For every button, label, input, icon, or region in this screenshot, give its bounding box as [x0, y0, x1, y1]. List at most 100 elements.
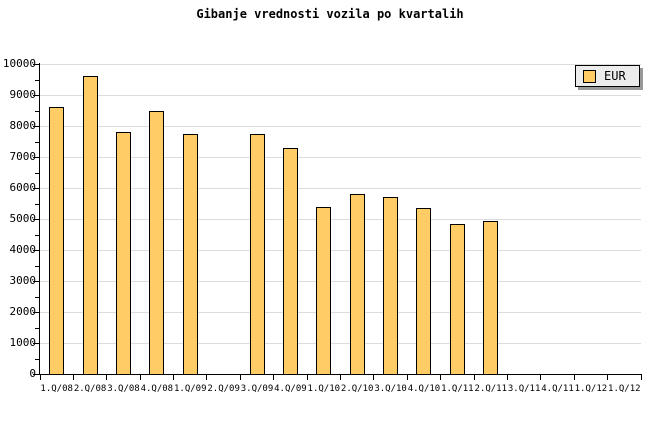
y-axis-label-9000: 9000 [9, 88, 37, 101]
x-tick-4 [173, 375, 175, 380]
gridline-10000 [40, 64, 641, 65]
y-minor-tick-1500 [35, 327, 39, 329]
bar-2.Q/08 [82, 76, 98, 374]
x-axis-line [39, 374, 642, 375]
gridline-7000 [40, 157, 641, 158]
y-axis-label-4000: 4000 [9, 243, 37, 256]
x-tick-18 [640, 375, 642, 380]
y-major-tick-10000 [33, 64, 39, 65]
gridline-8000 [40, 126, 641, 127]
y-axis-label-2000: 2000 [9, 305, 37, 318]
y-major-tick-9000 [33, 95, 39, 96]
y-major-tick-6000 [33, 188, 39, 189]
x-tick-5 [206, 375, 208, 380]
y-axis-label-10000: 10000 [2, 57, 36, 70]
y-axis-label-8000: 8000 [9, 119, 37, 132]
x-tick-7 [273, 375, 275, 380]
gridline-1000 [40, 343, 641, 344]
x-tick-17 [607, 375, 609, 380]
bar-2.Q/11 [483, 220, 499, 374]
gridline-2000 [40, 312, 641, 313]
y-major-tick-3000 [33, 281, 39, 282]
bar-4.Q/08 [149, 110, 165, 374]
bar-3.Q/09 [249, 133, 265, 374]
y-axis-label-0: 0 [29, 367, 36, 380]
y-minor-tick-8500 [35, 110, 39, 112]
x-axis-label-12: 1.Q/11 [441, 384, 474, 394]
y-minor-tick-2500 [35, 296, 39, 298]
y-major-tick-2000 [33, 312, 39, 313]
bar-1.Q/08 [49, 107, 65, 374]
bar-2.Q/10 [349, 194, 365, 374]
x-axis-label-8: 1.Q/10 [307, 384, 341, 394]
gridline-5000 [40, 219, 641, 220]
x-axis-label-7: 4.Q/09 [274, 384, 307, 394]
y-minor-tick-7500 [35, 141, 39, 143]
x-tick-3 [139, 375, 141, 380]
gridline-6000 [40, 188, 641, 189]
y-minor-tick-9500 [35, 79, 39, 81]
bar-4.Q/09 [282, 147, 298, 374]
y-axis-line [39, 63, 40, 375]
plot-area [40, 64, 641, 374]
x-axis-label-6: 3.Q/09 [240, 384, 274, 394]
y-major-tick-0 [33, 374, 39, 375]
x-axis-label-13: 2.Q/11 [474, 384, 507, 394]
x-axis-label-2: 3.Q/08 [107, 384, 140, 394]
x-axis-label-4: 1.Q/09 [173, 384, 207, 394]
x-tick-0 [39, 375, 41, 380]
x-axis-label-17: 1.Q/12 [608, 384, 641, 394]
bar-4.Q/10 [416, 208, 432, 374]
y-minor-tick-6500 [35, 172, 39, 174]
gridline-3000 [40, 281, 641, 282]
x-tick-11 [406, 375, 408, 380]
x-tick-2 [106, 375, 108, 380]
x-tick-13 [473, 375, 475, 380]
x-axis-label-9: 2.Q/10 [340, 384, 374, 394]
x-tick-9 [340, 375, 341, 380]
y-axis-label-7000: 7000 [9, 150, 37, 163]
x-tick-12 [440, 375, 442, 380]
y-major-tick-5000 [33, 219, 39, 220]
y-axis-label-1000: 1000 [9, 336, 37, 349]
x-axis-label-0: 1.Q/08 [40, 384, 73, 394]
x-tick-10 [373, 375, 375, 380]
bar-3.Q/10 [383, 197, 399, 374]
x-axis-label-1: 2.Q/08 [73, 384, 107, 394]
bar-3.Q/08 [115, 132, 131, 374]
x-axis-label-15: 4.Q/11 [541, 384, 574, 394]
x-axis-label-11: 4.Q/10 [407, 384, 441, 394]
y-minor-tick-4500 [35, 234, 39, 236]
x-tick-14 [506, 375, 508, 380]
y-major-tick-8000 [33, 126, 39, 127]
x-tick-6 [239, 375, 241, 380]
y-axis-label-6000: 6000 [9, 181, 37, 194]
y-major-tick-1000 [33, 343, 39, 344]
legend: EUR [575, 65, 640, 87]
x-axis-label-5: 2.Q/09 [207, 384, 240, 394]
x-tick-15 [540, 375, 542, 380]
legend-swatch-eur [583, 69, 596, 83]
gridline-9000 [40, 95, 641, 96]
gridline-4000 [40, 250, 641, 251]
y-minor-tick-5500 [35, 203, 39, 205]
x-axis-label-10: 3.Q/10 [374, 384, 407, 394]
x-axis-label-16: 1.Q/12 [574, 384, 608, 394]
chart-title: Gibanje vrednosti vozila po kvartalih [196, 7, 464, 21]
bar-1.Q/09 [182, 133, 198, 374]
x-axis-label-3: 4.Q/08 [140, 384, 174, 394]
y-minor-tick-3500 [35, 265, 39, 267]
bar-1.Q/11 [449, 223, 465, 374]
x-axis-label-14: 3.Q/11 [507, 384, 541, 394]
x-tick-1 [72, 375, 74, 380]
y-axis-label-3000: 3000 [9, 274, 37, 287]
y-major-tick-7000 [33, 157, 39, 158]
y-major-tick-4000 [33, 250, 39, 251]
y-minor-tick-500 [35, 358, 39, 360]
y-axis-label-5000: 5000 [9, 212, 37, 225]
bar-1.Q/10 [316, 206, 332, 374]
legend-label: EUR [604, 69, 626, 83]
x-tick-8 [306, 375, 308, 380]
x-tick-16 [573, 375, 575, 380]
